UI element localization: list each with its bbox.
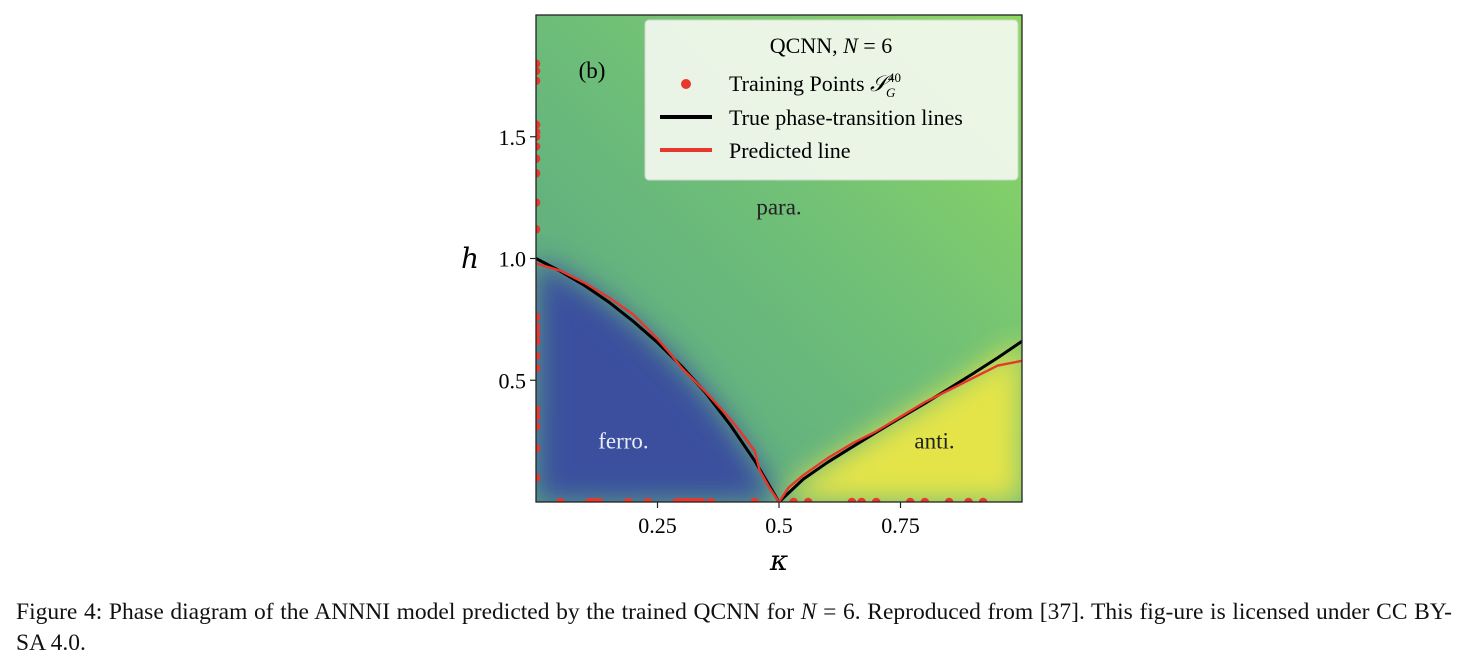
training-point xyxy=(536,329,541,339)
legend: QCNN, N = 6 Training Points 𝒮40 G True ph… xyxy=(644,19,1019,181)
training-point xyxy=(536,363,541,373)
training-point xyxy=(536,224,541,234)
training-point xyxy=(536,168,541,178)
training-point xyxy=(847,497,857,502)
training-point xyxy=(536,154,541,163)
legend-label-predicted-line: Predicted line xyxy=(729,138,851,163)
training-point xyxy=(750,497,759,502)
legend-box xyxy=(644,19,1019,181)
training-point xyxy=(536,422,541,431)
x-tick-label: 0.25 xyxy=(638,513,677,538)
training-point xyxy=(536,132,541,142)
training-point xyxy=(871,497,881,502)
region-label-anti: anti. xyxy=(914,428,954,453)
curves-layer xyxy=(536,257,1022,502)
training-point xyxy=(706,497,716,502)
y-tick-label: 1.5 xyxy=(499,125,527,150)
true-line-0 xyxy=(536,257,781,502)
y-axis-label: h xyxy=(461,242,479,275)
legend-label-true-line: True phase-transition lines xyxy=(729,105,963,130)
y-axis: 0.5 1.0 1.5 xyxy=(499,125,536,393)
training-point xyxy=(536,412,541,422)
training-point xyxy=(964,497,973,502)
legend-label-training: Training Points 𝒮40 G xyxy=(729,70,901,100)
phase-diagram-figure: 0.25 0.5 0.75 0.5 1.0 1.5 κ h (b) para. ferro… xyxy=(461,14,1023,577)
caption-part1: Figure 4: Phase diagram of the ANNNI mod… xyxy=(16,599,801,625)
training-point xyxy=(789,497,798,502)
training-point xyxy=(905,497,915,502)
training-points-layer xyxy=(536,59,988,502)
training-point xyxy=(857,497,866,502)
training-point xyxy=(536,322,541,331)
predicted-line-0 xyxy=(536,262,780,502)
region-labels: para. ferro. anti. xyxy=(598,195,954,454)
training-point xyxy=(536,120,541,129)
figure-caption: Figure 4: Phase diagram of the ANNNI mod… xyxy=(16,597,1452,659)
training-point xyxy=(803,497,813,502)
training-point xyxy=(643,497,653,502)
x-axis-label: κ xyxy=(769,544,788,577)
caption-part2: = 6. Reproduced from [37]. This fig-ure … xyxy=(16,599,1452,656)
training-point xyxy=(536,351,541,361)
training-point xyxy=(920,497,930,502)
training-point xyxy=(944,497,954,502)
legend-marker-training xyxy=(681,79,691,89)
training-point xyxy=(536,405,541,414)
y-tick-label: 1.0 xyxy=(499,247,527,272)
training-point xyxy=(536,66,541,76)
predicted-line-1 xyxy=(778,359,1022,502)
training-point xyxy=(536,142,541,151)
region-label-para: para. xyxy=(756,195,801,220)
training-point xyxy=(978,497,988,502)
training-point xyxy=(536,76,541,86)
training-point xyxy=(536,59,541,68)
training-point xyxy=(536,198,541,207)
ferro-phase-region xyxy=(536,258,779,502)
training-point xyxy=(624,497,633,502)
x-axis: 0.25 0.5 0.75 xyxy=(638,502,920,538)
caption-var: N xyxy=(800,599,817,625)
training-point xyxy=(556,497,565,502)
x-tick-label: 0.5 xyxy=(765,513,793,538)
x-tick-label: 0.75 xyxy=(881,513,920,538)
training-point xyxy=(536,473,541,482)
panel-label: (b) xyxy=(579,58,606,83)
legend-title: QCNN, N = 6 xyxy=(770,33,892,58)
y-tick-label: 0.5 xyxy=(499,368,527,393)
region-label-ferro: ferro. xyxy=(598,428,648,453)
training-point xyxy=(594,497,604,502)
training-point xyxy=(536,444,541,453)
training-point xyxy=(696,497,706,502)
training-point xyxy=(536,336,541,346)
training-point xyxy=(536,312,541,322)
